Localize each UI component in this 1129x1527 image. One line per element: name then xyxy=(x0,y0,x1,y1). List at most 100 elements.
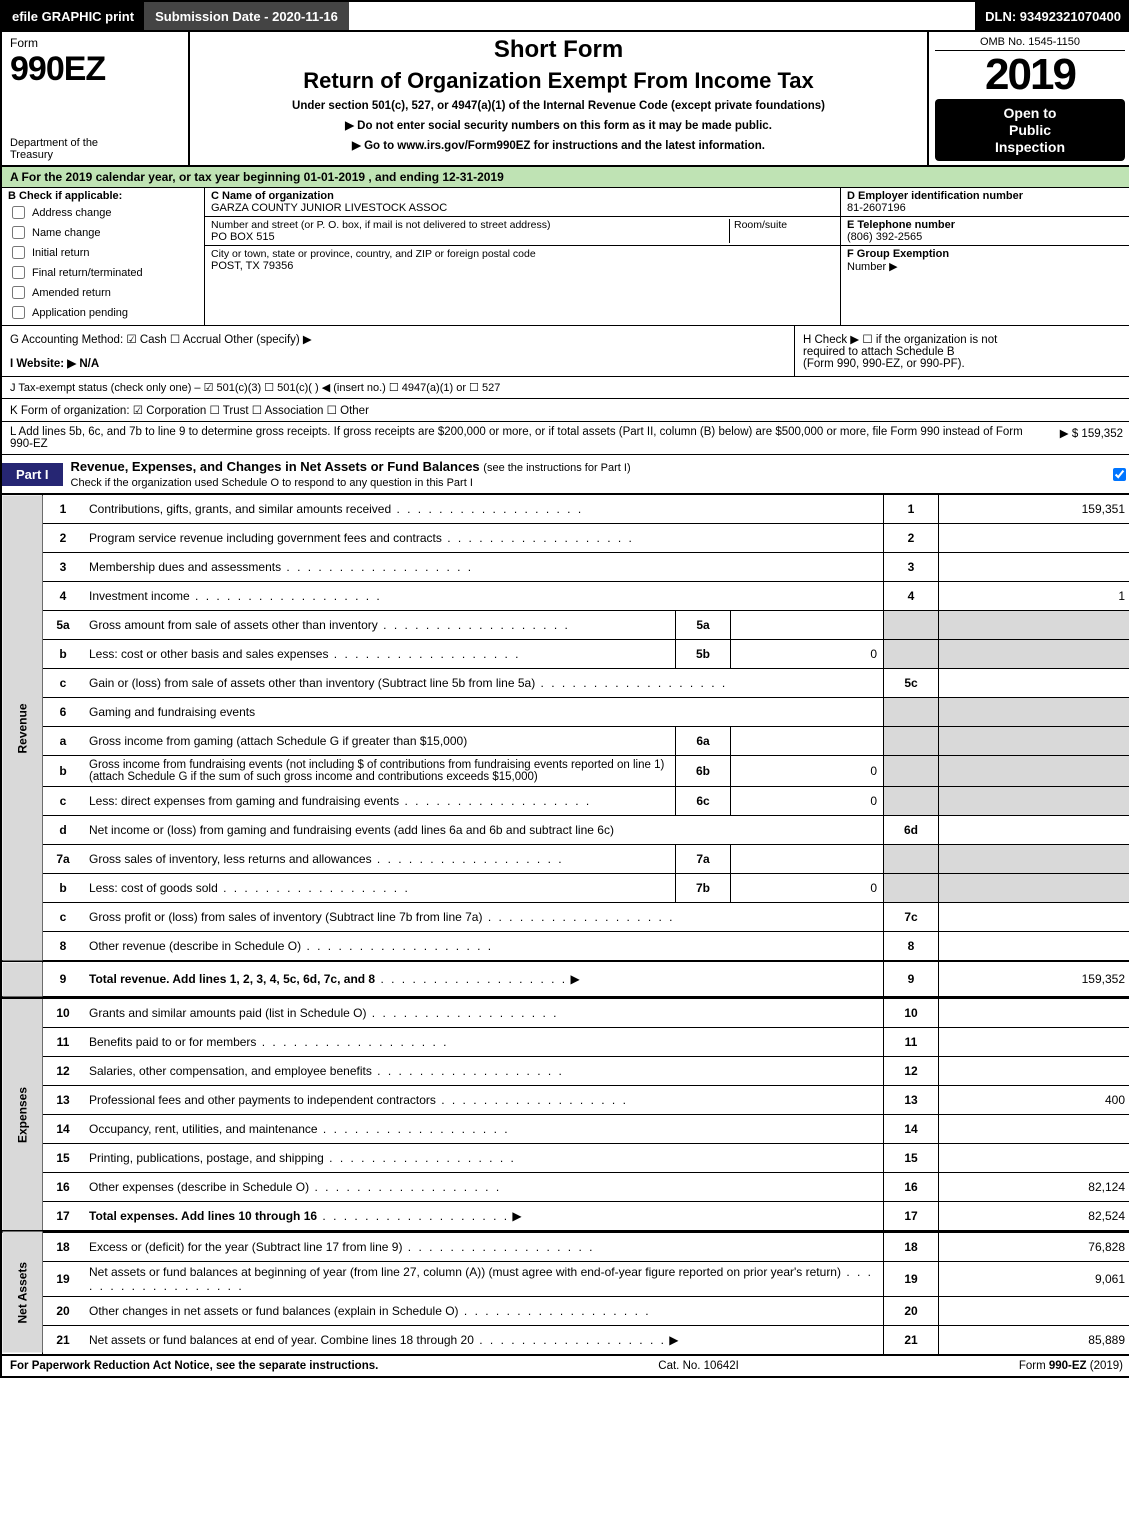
ln-14: 14 xyxy=(43,1115,84,1144)
submission-date-button[interactable]: Submission Date - 2020-11-16 xyxy=(145,2,349,30)
line-1-row: Revenue 1 Contributions, gifts, grants, … xyxy=(2,495,1129,524)
num-12: 12 xyxy=(884,1057,939,1086)
line-6a-row: a Gross income from gaming (attach Sched… xyxy=(2,727,1129,756)
line-17-row: 17 Total expenses. Add lines 10 through … xyxy=(2,1202,1129,1232)
amt-2 xyxy=(939,524,1129,553)
page-footer: For Paperwork Reduction Act Notice, see … xyxy=(2,1354,1129,1376)
c-name-label: C Name of organization xyxy=(211,190,834,202)
ln-10: 10 xyxy=(43,998,84,1028)
line-a-calendar-year: A For the 2019 calendar year, or tax yea… xyxy=(2,167,1129,188)
chk-name-change[interactable] xyxy=(12,226,25,239)
amt-7c xyxy=(939,903,1129,932)
header-left: Form 990EZ Department of the Treasury xyxy=(2,32,190,165)
lbl-amended-return: Amended return xyxy=(32,287,111,299)
desc-6b: Gross income from fundraising events (no… xyxy=(83,756,676,787)
topbar: efile GRAPHIC print Submission Date - 20… xyxy=(2,2,1129,30)
part-1-header: Part I Revenue, Expenses, and Changes in… xyxy=(2,455,1129,494)
part-1-paren: (see the instructions for Part I) xyxy=(483,462,630,474)
line-13-row: 13 Professional fees and other payments … xyxy=(2,1086,1129,1115)
form-number: 990EZ xyxy=(10,50,180,89)
desc-17: Total expenses. Add lines 10 through 16 … xyxy=(83,1202,884,1232)
amt-11 xyxy=(939,1028,1129,1057)
num-2: 2 xyxy=(884,524,939,553)
amt-5a-shade xyxy=(939,611,1129,640)
desc-13: Professional fees and other payments to … xyxy=(83,1086,884,1115)
column-c-org-info: C Name of organization GARZA COUNTY JUNI… xyxy=(205,188,841,325)
amt-1: 159,351 xyxy=(939,495,1129,524)
chk-application-pending[interactable] xyxy=(12,306,25,319)
line-6-row: 6 Gaming and fundraising events xyxy=(2,698,1129,727)
num-5b-shade xyxy=(884,640,939,669)
line-14-row: 14 Occupancy, rent, utilities, and maint… xyxy=(2,1115,1129,1144)
d-ein-label: D Employer identification number xyxy=(847,190,1125,202)
chk-final-return[interactable] xyxy=(12,266,25,279)
sub-6a: 6a xyxy=(676,727,731,756)
form-title: Return of Organization Exempt From Incom… xyxy=(198,68,919,94)
part-1-schedule-o-checkbox[interactable] xyxy=(1113,468,1126,481)
c-room-label: Room/suite xyxy=(734,219,834,231)
line-12-row: 12 Salaries, other compensation, and emp… xyxy=(2,1057,1129,1086)
sub-5b: 5b xyxy=(676,640,731,669)
efile-print-button[interactable]: efile GRAPHIC print xyxy=(2,2,145,30)
footer-right: Form 990-EZ (2019) xyxy=(1019,1360,1123,1372)
ln-13: 13 xyxy=(43,1086,84,1115)
lbl-initial-return: Initial return xyxy=(32,247,89,259)
desc-20: Other changes in net assets or fund bala… xyxy=(83,1297,884,1326)
c-street-label: Number and street (or P. O. box, if mail… xyxy=(211,219,729,231)
ln-19: 19 xyxy=(43,1262,84,1297)
desc-1: Contributions, gifts, grants, and simila… xyxy=(83,495,884,524)
h-schedule-b: H Check ▶ ☐ if the organization is not r… xyxy=(795,326,1129,376)
g-text: G Accounting Method: ☑ Cash ☐ Accrual Ot… xyxy=(10,332,786,346)
sub-6b: 6b xyxy=(676,756,731,787)
header-mid: Short Form Return of Organization Exempt… xyxy=(190,32,929,165)
c-name-value: GARZA COUNTY JUNIOR LIVESTOCK ASSOC xyxy=(211,202,834,214)
ln-16: 16 xyxy=(43,1173,84,1202)
f-group-label: F Group Exemption xyxy=(847,248,1125,260)
num-11: 11 xyxy=(884,1028,939,1057)
desc-4: Investment income xyxy=(83,582,884,611)
chk-address-change[interactable] xyxy=(12,206,25,219)
amt-13: 400 xyxy=(939,1086,1129,1115)
desc-16: Other expenses (describe in Schedule O) xyxy=(83,1173,884,1202)
desc-5c: Gain or (loss) from sale of assets other… xyxy=(83,669,884,698)
desc-6c: Less: direct expenses from gaming and fu… xyxy=(83,787,676,816)
line-6c-row: c Less: direct expenses from gaming and … xyxy=(2,787,1129,816)
dept-line-1: Department of the xyxy=(10,137,180,149)
desc-7a: Gross sales of inventory, less returns a… xyxy=(83,845,676,874)
line-21-row: 21 Net assets or fund balances at end of… xyxy=(2,1326,1129,1355)
desc-8: Other revenue (describe in Schedule O) xyxy=(83,932,884,962)
chk-initial-return[interactable] xyxy=(12,246,25,259)
under-section: Under section 501(c), 527, or 4947(a)(1)… xyxy=(198,100,919,112)
subval-5a xyxy=(731,611,884,640)
l-gross-receipts: L Add lines 5b, 6c, and 7b to line 9 to … xyxy=(2,422,1129,455)
instructions-link[interactable]: ▶ Go to www.irs.gov/Form990EZ for instru… xyxy=(198,138,919,152)
amt-19: 9,061 xyxy=(939,1262,1129,1297)
chk-amended-return[interactable] xyxy=(12,286,25,299)
dln-label: DLN: 93492321070400 xyxy=(975,2,1129,30)
line-9-row: 9 Total revenue. Add lines 1, 2, 3, 4, 5… xyxy=(2,961,1129,998)
subval-6c: 0 xyxy=(731,787,884,816)
sub-7a: 7a xyxy=(676,845,731,874)
line-11-row: 11 Benefits paid to or for members 11 xyxy=(2,1028,1129,1057)
desc-19: Net assets or fund balances at beginning… xyxy=(83,1262,884,1297)
num-10: 10 xyxy=(884,998,939,1028)
column-b-checkboxes: B Check if applicable: Address change Na… xyxy=(2,188,205,325)
amt-14 xyxy=(939,1115,1129,1144)
ln-5b: b xyxy=(43,640,84,669)
amt-6-shade xyxy=(939,698,1129,727)
num-1: 1 xyxy=(884,495,939,524)
j-tax-exempt-status: J Tax-exempt status (check only one) – ☑… xyxy=(2,377,1129,399)
num-5c: 5c xyxy=(884,669,939,698)
num-20: 20 xyxy=(884,1297,939,1326)
line-7c-row: c Gross profit or (loss) from sales of i… xyxy=(2,903,1129,932)
line-2-row: 2 Program service revenue including gove… xyxy=(2,524,1129,553)
subval-6a xyxy=(731,727,884,756)
line-20-row: 20 Other changes in net assets or fund b… xyxy=(2,1297,1129,1326)
ln-7b: b xyxy=(43,874,84,903)
amt-9: 159,352 xyxy=(939,961,1129,998)
lbl-application-pending: Application pending xyxy=(32,307,128,319)
c-city-value: POST, TX 79356 xyxy=(211,260,834,272)
topbar-spacer xyxy=(349,2,975,30)
subval-7a xyxy=(731,845,884,874)
ln-5a: 5a xyxy=(43,611,84,640)
